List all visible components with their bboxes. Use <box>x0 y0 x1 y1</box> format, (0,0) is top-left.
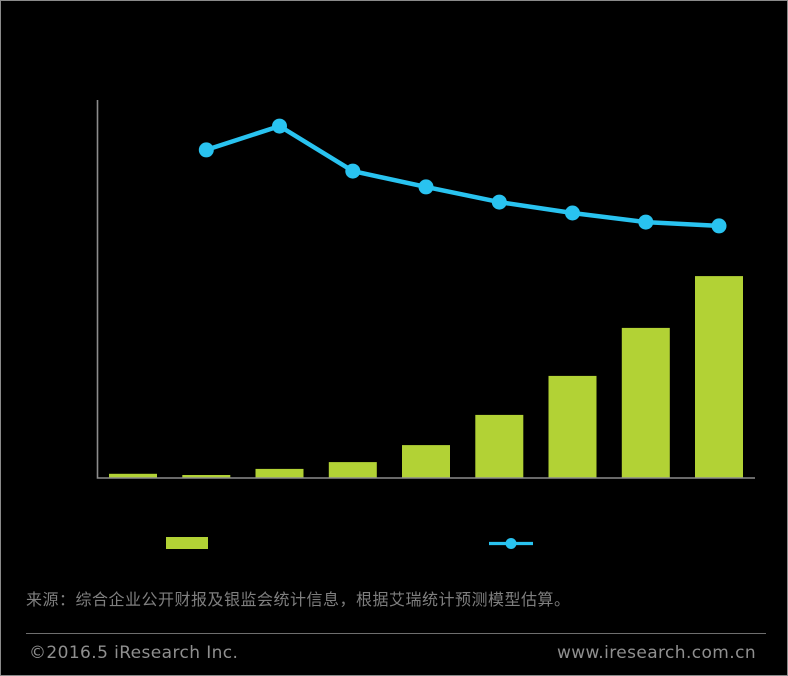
bar-5 <box>402 445 450 478</box>
line-point-4 <box>418 179 434 195</box>
legend-bar-swatch <box>166 537 208 549</box>
bar-2 <box>182 475 231 478</box>
combo-chart <box>96 100 755 549</box>
bar-1 <box>109 473 157 478</box>
bar-4 <box>328 462 377 478</box>
line-point-2 <box>272 118 287 134</box>
bar-7 <box>548 375 597 478</box>
bar-3 <box>255 468 304 478</box>
line-point-5 <box>491 194 507 210</box>
website-text: www.iresearch.com.cn <box>556 643 756 663</box>
bar-9 <box>695 276 743 478</box>
footer: ©2016.5 iResearch Inc. www.iresearch.com… <box>29 643 756 663</box>
source-note: 来源：综合企业公开财报及银监会统计信息，根据艾瑞统计预测模型估算。 <box>26 590 571 609</box>
xy-axis <box>96 100 755 479</box>
bar-6 <box>475 414 524 478</box>
line-point-7 <box>638 214 654 230</box>
line-point-6 <box>565 205 580 221</box>
copyright-text: ©2016.5 iResearch Inc. <box>29 643 239 663</box>
legend-line-dot <box>505 538 517 549</box>
footer-divider <box>26 633 766 634</box>
growth-line <box>205 123 720 229</box>
line-point-1 <box>198 142 214 158</box>
line-point-3 <box>345 163 361 179</box>
line-point-8 <box>711 218 727 234</box>
bar-8 <box>621 327 670 478</box>
